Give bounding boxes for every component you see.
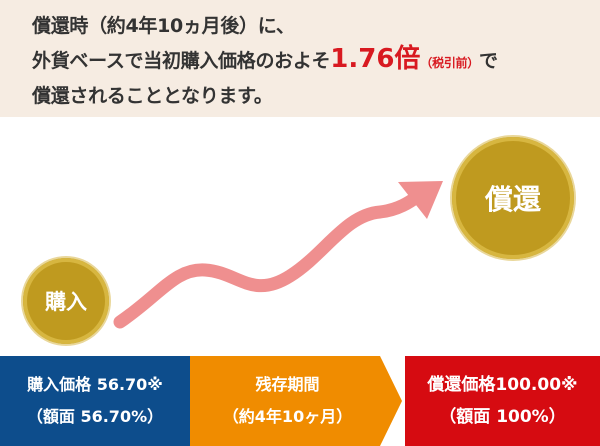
purchase-circle: 購入 [23,258,109,344]
remaining-period-box: 残存期間 （約4年10ヶ月） [190,356,402,446]
purchase-circle-label: 購入 [45,290,87,314]
multiplier-value: 1.76倍 [330,44,421,74]
redemption-face-value: （額面 100%） [439,407,566,427]
growth-arrow-line [113,189,425,329]
purchase-price: 購入価格 56.70※ [27,375,163,394]
growth-arrow-graphic [113,181,443,329]
summary-text: 償還時（約4年10ヵ月後）に、 外貨ベースで当初購入価格のおよそ1.76倍（税引… [32,10,592,113]
summary-banner: 償還時（約4年10ヵ月後）に、 外貨ベースで当初購入価格のおよそ1.76倍（税引… [0,0,600,117]
summary-line-3: 償還されることとなります。 [32,85,273,107]
redemption-circle: 償還 [452,137,574,259]
redemption-price-box: 償還価格100.00※ （額面 100%） [405,356,600,446]
summary-line-1: 償還時（約4年10ヵ月後）に、 [32,15,295,37]
remaining-period-label: 残存期間 [255,375,320,394]
growth-arrow-head [398,181,443,219]
redemption-circle-label: 償還 [484,183,541,216]
purchase-price-box: 購入価格 56.70※ （額面 56.70%） [0,356,190,446]
remaining-period-value: （約4年10ヶ月） [222,407,353,426]
summary-line-2-prefix: 外貨ベースで当初購入価格のおよそ [32,50,331,72]
redemption-price: 償還価格100.00※ [427,375,578,395]
summary-line-2: 外貨ベースで当初購入価格のおよそ1.76倍（税引前）で [32,43,592,80]
summary-line-2-suffix: で [478,50,498,72]
purchase-face-value: （額面 56.70%） [26,407,164,426]
pre-tax-note: （税引前） [420,56,479,70]
remaining-period-text: 残存期間 （約4年10ヶ月） [190,356,385,446]
period-arrow-shape [190,356,402,446]
